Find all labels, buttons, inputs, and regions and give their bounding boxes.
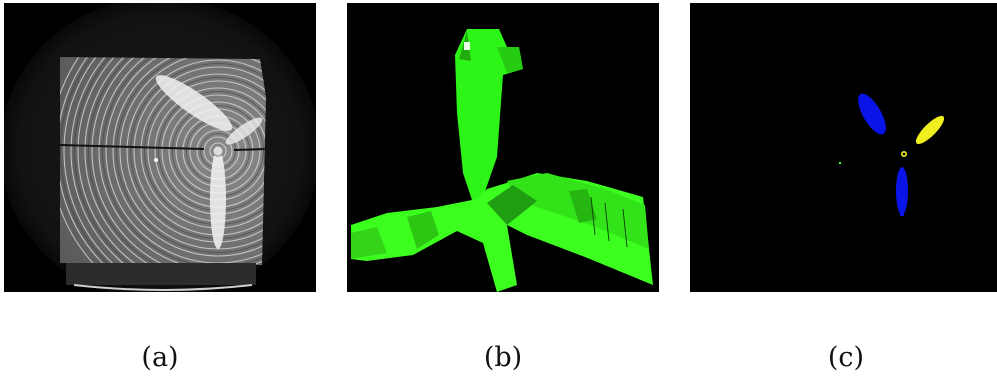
- segmentation-mask: [839, 93, 945, 216]
- crack-line: [60, 144, 205, 150]
- segment-blue-lower: [896, 167, 908, 215]
- scanner-bed: [66, 263, 256, 285]
- wood-cross-section: [60, 57, 266, 265]
- reconstruction-model: [351, 29, 653, 292]
- segmentation-image: [690, 3, 997, 292]
- knot-streaks: [155, 75, 263, 249]
- caption-a: (a): [141, 342, 179, 373]
- caption-c: (c): [827, 342, 865, 373]
- segment-blue-upper: [858, 93, 886, 135]
- caption-b: (b): [483, 342, 523, 373]
- segment-yellow: [915, 115, 945, 145]
- reconstruction-3d-image: [347, 3, 659, 292]
- ct-slice-image: [4, 3, 316, 292]
